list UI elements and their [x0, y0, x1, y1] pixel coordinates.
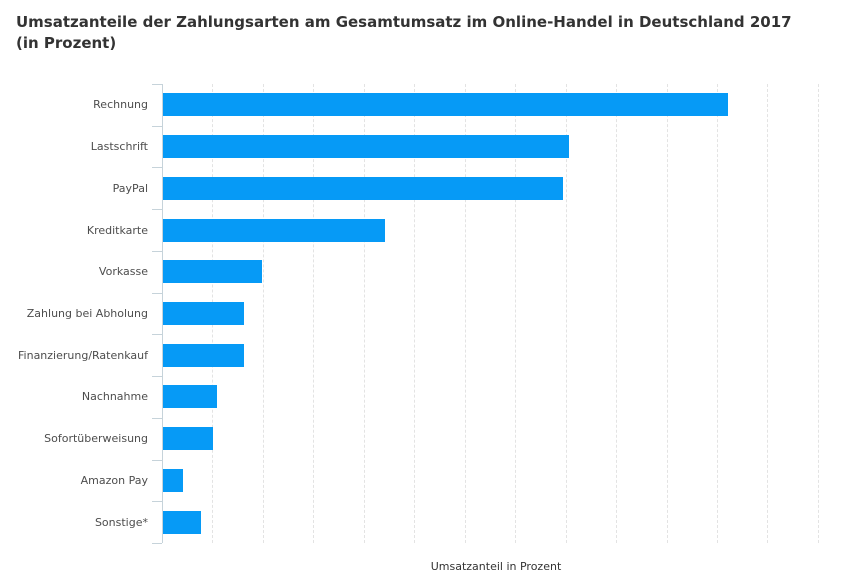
gridline [565, 84, 567, 543]
axis-tick [152, 209, 162, 211]
bar-row [162, 418, 830, 460]
bar-lastschrift[interactable] [163, 135, 569, 159]
bar-vorkasse[interactable] [163, 260, 262, 284]
bar-zahlung-bei-abholung[interactable] [163, 301, 244, 325]
category-label: Lastschrift [90, 140, 148, 154]
category-axis: Rechnung Lastschrift PayPal Kreditkarte Vork… [0, 84, 148, 543]
x-axis-label: Umsatzanteil in Prozent [430, 560, 562, 573]
gridline [616, 84, 618, 543]
bar-row [162, 126, 830, 168]
chart-title-line1: Umsatzanteile der Zahlungsarten am Gesam… [16, 13, 792, 31]
gridline [363, 84, 365, 543]
bar-row [162, 209, 830, 251]
chart-title: Umsatzanteile der Zahlungsarten am Gesam… [16, 12, 828, 54]
bar-row [162, 334, 830, 376]
gridline [414, 84, 416, 543]
bar-finanzierung-ratenkauf[interactable] [163, 343, 244, 367]
axis-tick [152, 125, 162, 127]
bar-row [162, 501, 830, 543]
bar-row [162, 84, 830, 126]
category-label: Sofortüberweisung [44, 432, 148, 446]
bar-rechnung[interactable] [163, 93, 729, 117]
gridline [817, 84, 819, 543]
axis-tick [152, 334, 162, 336]
axis-tick [152, 501, 162, 503]
axis-tick [152, 250, 162, 252]
category-label: Kreditkarte [86, 223, 148, 237]
gridline [666, 84, 668, 543]
bar-sonstige[interactable] [163, 510, 202, 534]
bar-sofort-berweisung[interactable] [163, 427, 214, 451]
gridline [716, 84, 718, 543]
bar-row [162, 167, 830, 209]
axis-tick [152, 376, 162, 378]
bar-kreditkarte[interactable] [163, 218, 385, 242]
bar-row [162, 251, 830, 293]
gridline [313, 84, 315, 543]
bar-row [162, 459, 830, 501]
axis-tick [152, 292, 162, 294]
category-label: Zahlung bei Abholung [26, 306, 148, 320]
chart-title-line2: (in Prozent) [16, 34, 117, 52]
gridline [262, 84, 264, 543]
y-axis-line [162, 84, 163, 543]
axis-tick [152, 167, 162, 169]
category-label: Rechnung [93, 98, 148, 112]
gridline [515, 84, 517, 543]
bar-row [162, 376, 830, 418]
axis-tick [152, 543, 162, 544]
plot-area [152, 84, 830, 544]
category-label: Finanzierung/Ratenkauf [18, 348, 148, 362]
axis-tick [152, 459, 162, 461]
category-label: Vorkasse [98, 265, 148, 279]
bar-row [162, 293, 830, 335]
axis-tick [152, 84, 162, 85]
bar-nachnahme[interactable] [163, 385, 218, 409]
gridline [464, 84, 466, 543]
axis-tick [152, 417, 162, 419]
bar-paypal[interactable] [163, 176, 563, 200]
category-label: Amazon Pay [80, 473, 148, 487]
gridline [767, 84, 769, 543]
bar-amazon-pay[interactable] [163, 468, 184, 492]
category-label: PayPal [112, 181, 148, 195]
category-label: Sonstige* [94, 515, 148, 529]
category-label: Nachnahme [81, 390, 148, 404]
